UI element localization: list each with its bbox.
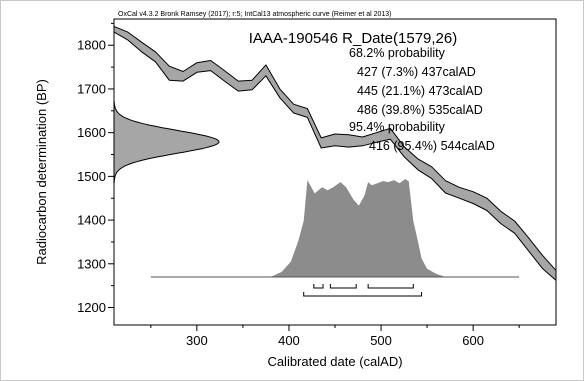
calibrated-date-distribution	[150, 179, 520, 277]
x-tick-label: 500	[370, 333, 392, 348]
annotation-68-range-1: 427 (7.3%) 437calAD	[357, 65, 476, 79]
y-tick-label: 1600	[77, 125, 106, 140]
range-brackets-layer	[303, 284, 423, 297]
x-tick-label: 600	[462, 333, 484, 348]
annotation-68-header: 68.2% probability	[349, 46, 446, 60]
range-68-bracket	[367, 284, 414, 289]
chart-title: IAAA-190546 R_Date(1579,26)	[249, 30, 457, 47]
y-tick-label: 1700	[77, 81, 106, 96]
y-axis-label: Radiocarbon determination (BP)	[34, 79, 49, 265]
range-95-bracket	[303, 292, 423, 297]
y-tick-label: 1800	[77, 38, 106, 53]
range-68-bracket	[329, 284, 357, 289]
y-tick-label: 1200	[77, 300, 106, 315]
calibrated-distribution-layer	[150, 179, 520, 278]
probability-annotations: 68.2% probability 427 (7.3%) 437calAD 44…	[349, 46, 495, 153]
radiocarbon-distribution-layer	[113, 100, 220, 184]
range-68-bracket	[313, 284, 324, 289]
annotation-68-range-2: 445 (21.1%) 473calAD	[357, 84, 483, 98]
x-tick-label: 400	[278, 333, 300, 348]
annotation-68-range-3: 486 (39.8%) 535calAD	[357, 103, 483, 117]
y-tick-label: 1300	[77, 256, 106, 271]
y-axis: 1200 1300 1400 1500 1600 1700 1800	[77, 22, 114, 315]
annotation-95-header: 95.4% probability	[349, 120, 446, 134]
plot-background	[114, 19, 556, 325]
plot-area	[113, 18, 557, 326]
x-tick-label: 300	[186, 333, 208, 348]
header-note: OxCal v4.3.2 Bronk Ramsey (2017); r:5; I…	[118, 11, 392, 18]
x-axis: 300 400 500 600	[150, 325, 520, 348]
y-tick-label: 1500	[77, 169, 106, 184]
x-axis-label: Calibrated date (calAD)	[267, 354, 402, 369]
y-tick-label: 1400	[77, 213, 106, 228]
annotation-95-range-1: 416 (95.4%) 544calAD	[369, 139, 495, 153]
radiocarbon-date-distribution	[113, 100, 220, 184]
